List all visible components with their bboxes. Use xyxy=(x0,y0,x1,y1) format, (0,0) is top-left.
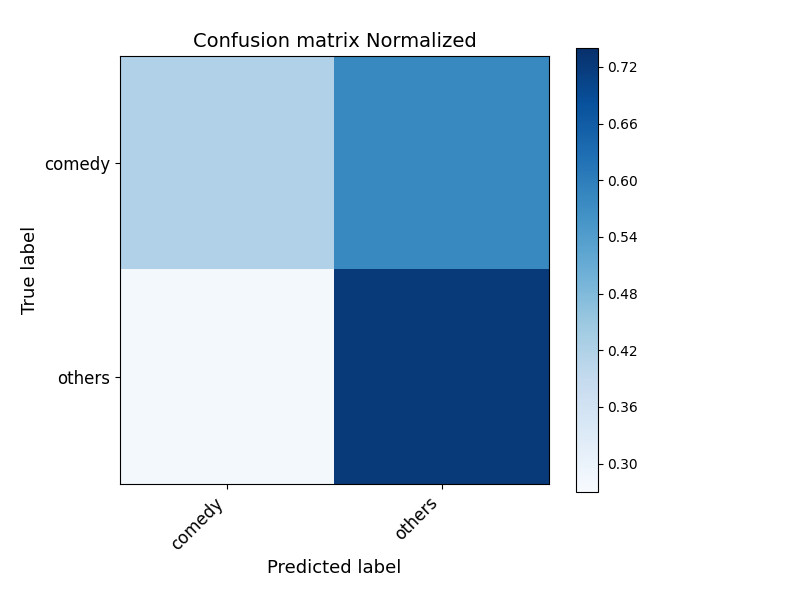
Y-axis label: True label: True label xyxy=(21,226,38,314)
X-axis label: Predicted label: Predicted label xyxy=(267,559,402,577)
Title: Confusion matrix Normalized: Confusion matrix Normalized xyxy=(193,32,476,51)
